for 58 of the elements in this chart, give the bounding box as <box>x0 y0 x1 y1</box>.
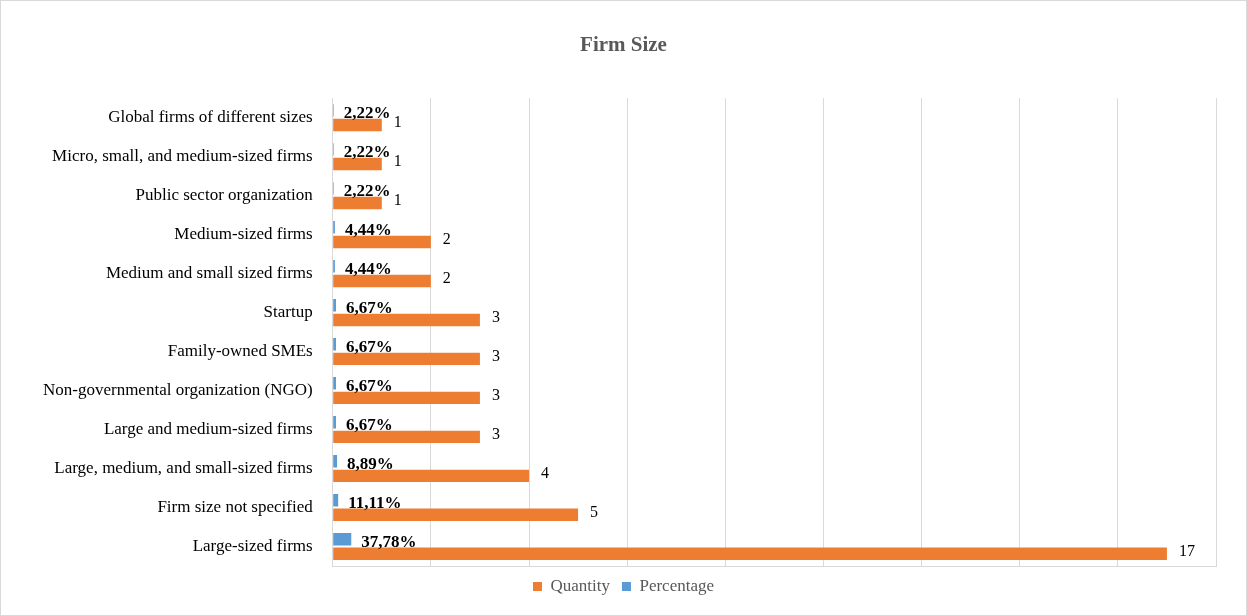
data-label: 6,67% <box>345 375 393 395</box>
bar <box>333 532 352 546</box>
data-label: 1 <box>393 152 402 170</box>
data-label: 2 <box>442 269 451 287</box>
bar <box>333 299 336 312</box>
bar <box>333 391 480 405</box>
bar <box>333 352 480 366</box>
y-tick-label: Firm size not specified <box>157 496 314 516</box>
data-label: 6,67% <box>345 336 393 356</box>
y-tick-label: Large-sized firms <box>192 535 313 555</box>
chart-title: Firm Size <box>580 32 667 57</box>
bar <box>333 455 338 468</box>
y-tick-label: Large and medium-sized firms <box>103 419 313 439</box>
bar <box>333 196 382 210</box>
y-tick-label: Medium and small sized firms <box>105 263 313 283</box>
y-tick-label: Family-owned SMEs <box>167 341 313 361</box>
data-label: 2,22% <box>343 102 391 122</box>
data-label: 11,11% <box>348 492 402 512</box>
bar <box>333 469 529 483</box>
bar <box>333 547 1167 561</box>
data-label: 5 <box>590 503 599 521</box>
data-label: 6,67% <box>345 297 393 317</box>
bar <box>333 377 336 390</box>
y-tick-label: Public sector organization <box>135 185 314 205</box>
y-tick-label: Micro, small, and medium-sized firms <box>52 146 313 166</box>
data-label: 2,22% <box>343 141 391 161</box>
data-label: 3 <box>491 425 500 443</box>
y-tick-label: Large, medium, and small-sized firms <box>54 458 313 478</box>
legend-label: Percentage <box>639 575 715 595</box>
bar <box>333 313 480 327</box>
bar <box>333 430 480 444</box>
data-label: 4,44% <box>344 258 392 278</box>
bar <box>333 494 339 507</box>
data-label: 2 <box>442 230 451 248</box>
data-label: 2,22% <box>343 180 391 200</box>
data-label: 1 <box>393 191 402 209</box>
data-label: 4,44% <box>344 219 392 239</box>
data-label: 3 <box>491 386 500 404</box>
bar <box>333 118 382 132</box>
y-tick-label: Non-governmental organization (NGO) <box>43 380 313 400</box>
data-label: 37,78% <box>361 531 417 551</box>
data-label: 6,67% <box>345 414 393 434</box>
data-label: 4 <box>541 464 549 482</box>
bar <box>333 416 336 429</box>
data-label: 3 <box>491 347 500 365</box>
data-label: 17 <box>1178 542 1195 560</box>
y-tick-label: Global firms of different sizes <box>108 107 313 127</box>
bar <box>333 338 336 351</box>
data-label: 8,89% <box>347 453 394 473</box>
data-label: 3 <box>491 308 500 326</box>
y-tick-label: Startup <box>263 302 313 322</box>
bar <box>333 508 579 522</box>
bar <box>333 274 431 288</box>
y-tick-label: Medium-sized firms <box>174 224 313 244</box>
legend-label: Quantity <box>550 575 611 595</box>
bar <box>333 235 431 249</box>
data-label: 1 <box>393 113 402 131</box>
bar <box>333 157 382 171</box>
